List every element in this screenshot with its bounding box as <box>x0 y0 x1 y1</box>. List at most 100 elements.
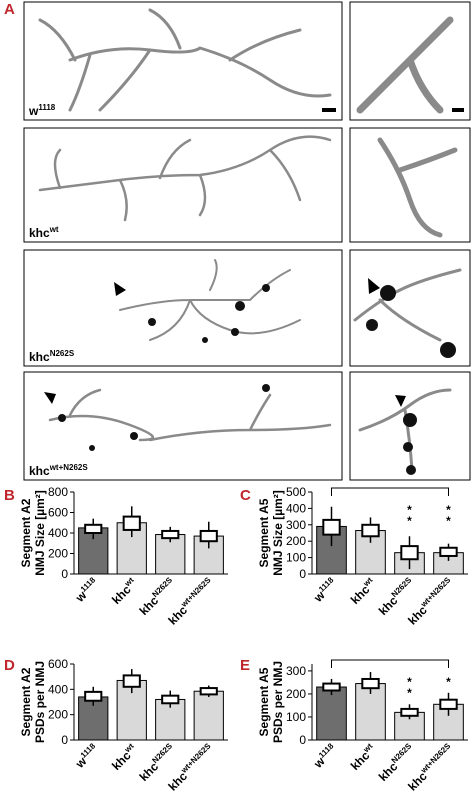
box <box>439 546 458 557</box>
image-label-sup: 1118 <box>38 103 55 112</box>
y-axis-label: PSDs per NMJ <box>33 661 47 743</box>
significance-mark: * <box>446 503 451 517</box>
x-tick-label: khcwt+N262S <box>404 741 457 794</box>
bouton <box>403 413 417 427</box>
image-label-base: khc <box>29 226 50 240</box>
bouton <box>380 285 396 301</box>
box <box>122 515 141 531</box>
micrographs <box>23 1 471 481</box>
scale-bar <box>452 108 464 112</box>
significance-mark: * <box>407 503 412 517</box>
neuron <box>377 137 458 238</box>
neuron <box>353 268 462 342</box>
box <box>439 698 458 710</box>
x-tick-label-sup: wt+N262S <box>179 575 213 609</box>
box <box>199 687 218 696</box>
box <box>361 677 380 690</box>
bar <box>78 527 109 575</box>
bouton <box>262 384 270 392</box>
bouton <box>235 301 245 311</box>
y-axis-label: Segment A2 <box>19 498 33 567</box>
x-tick-label: khcwt <box>108 575 140 607</box>
box <box>322 682 341 692</box>
y-tick-label: 400 <box>286 501 306 515</box>
y-tick-label: 600 <box>48 506 68 520</box>
x-tick-label-sup: wt+N262S <box>179 741 213 775</box>
y-axis-label: Segment A5 <box>257 498 271 567</box>
scale-bar <box>322 108 336 112</box>
x-tick-label: khcwt <box>347 575 379 607</box>
x-tick-label-sup: 1118 <box>79 575 98 594</box>
image-label: khcwt+N262S <box>29 463 88 478</box>
box <box>84 690 103 702</box>
y-tick-label: 600 <box>48 657 68 671</box>
x-tick-label-sup: N262S <box>390 575 414 599</box>
bouton <box>89 445 95 451</box>
panel-letter: D <box>4 657 15 674</box>
y-tick-label: 0 <box>299 733 306 747</box>
panel-letter: B <box>4 487 15 504</box>
image-frame <box>23 249 343 367</box>
bouton <box>406 465 416 475</box>
y-tick-label: 100 <box>286 551 306 565</box>
x-tick-label-sup: N262S <box>150 741 174 765</box>
x-tick-label: khcwt <box>347 741 379 773</box>
y-tick-label: 200 <box>286 534 306 548</box>
arrowhead <box>114 282 126 296</box>
x-tick-label: khcwt+N262S <box>404 575 457 628</box>
image-label-base: w <box>28 104 39 118</box>
box <box>361 523 380 538</box>
y-axis-label: PSDs per NMJ <box>271 661 285 743</box>
bouton <box>440 342 456 358</box>
y-tick-label: 800 <box>48 485 68 499</box>
y-tick-label: 0 <box>61 567 68 581</box>
neuron <box>119 259 301 341</box>
x-tick-label: khcwt <box>108 741 140 773</box>
x-tick-label: w1118 <box>310 575 340 605</box>
neuron <box>48 388 332 442</box>
y-tick-label: 300 <box>286 518 306 532</box>
significance-mark: * <box>407 514 412 528</box>
box <box>161 694 180 705</box>
image-frame <box>23 1 343 121</box>
bouton <box>202 337 208 343</box>
y-axis-label: NMJ Size [µm²] <box>271 490 285 576</box>
y-tick-label: 400 <box>48 526 68 540</box>
box <box>84 523 103 534</box>
arrowhead <box>44 392 56 404</box>
y-axis-label: NMJ Size [µm²] <box>33 490 47 576</box>
bouton <box>366 319 378 331</box>
bouton <box>231 328 239 336</box>
significance-mark: * <box>446 675 451 689</box>
bouton <box>403 442 413 452</box>
x-tick-label-sup: N262S <box>390 741 414 765</box>
image-label: khcwt <box>29 225 59 240</box>
y-tick-label: 0 <box>61 733 68 747</box>
box <box>400 545 419 561</box>
arrowhead <box>395 395 406 407</box>
y-tick-label: 100 <box>286 710 306 724</box>
x-tick-label-sup: 1118 <box>317 575 336 594</box>
y-tick-label: 200 <box>48 708 68 722</box>
panel-letter: E <box>240 657 250 674</box>
box <box>322 518 341 536</box>
y-tick-label: 300 <box>286 664 306 678</box>
y-tick-label: 500 <box>286 485 306 499</box>
image-frame <box>349 127 471 243</box>
neuron <box>38 8 332 112</box>
x-tick-label-sup: wt+N262S <box>418 741 452 775</box>
box <box>122 674 141 688</box>
significance-bracket <box>331 659 449 668</box>
x-tick-label-sup: 1118 <box>317 741 336 760</box>
image-label-sup: N262S <box>50 349 75 358</box>
image-label-base: khc <box>29 350 50 364</box>
x-tick-label-sup: N262S <box>150 575 174 599</box>
neuron <box>356 16 454 114</box>
significance-bracket <box>331 487 449 496</box>
image-label: khcN262S <box>29 349 75 364</box>
x-tick-label-sup: wt+N262S <box>418 575 452 609</box>
y-tick-label: 200 <box>48 547 68 561</box>
arrowhead <box>368 278 380 294</box>
y-axis-label: Segment A2 <box>19 667 33 736</box>
